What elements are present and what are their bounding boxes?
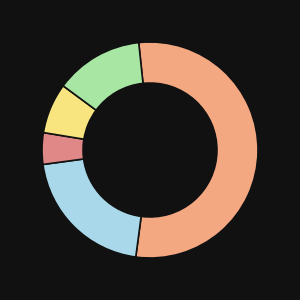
Wedge shape (42, 133, 84, 164)
Wedge shape (136, 42, 258, 258)
Wedge shape (43, 159, 141, 257)
Wedge shape (63, 43, 143, 110)
Wedge shape (44, 86, 96, 139)
